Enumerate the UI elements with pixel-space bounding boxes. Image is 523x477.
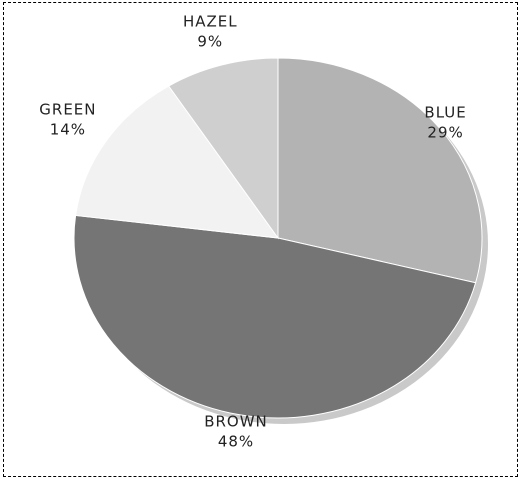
pie-label-value-green: 14% (50, 120, 86, 138)
pie-label-value-hazel: 9% (197, 32, 223, 50)
pie-slice-green (75, 85, 280, 239)
pie-label-category-green: GREEN (39, 100, 96, 118)
pie-slice-brown (73, 214, 477, 419)
pie-slices (73, 57, 483, 419)
pie-labels: BLUE 29% BROWN 48% GREEN 14% HAZEL 9% (39, 12, 466, 451)
pie-label-value-blue: 29% (427, 123, 463, 141)
pie-label-value-brown: 48% (218, 433, 254, 451)
pie-slice-hazel (167, 57, 279, 240)
pie-slice-blue (277, 57, 483, 284)
pie-label-category-blue: BLUE (424, 103, 466, 121)
pie-label-category-hazel: HAZEL (183, 12, 238, 30)
pie-label-category-brown: BROWN (204, 413, 268, 431)
